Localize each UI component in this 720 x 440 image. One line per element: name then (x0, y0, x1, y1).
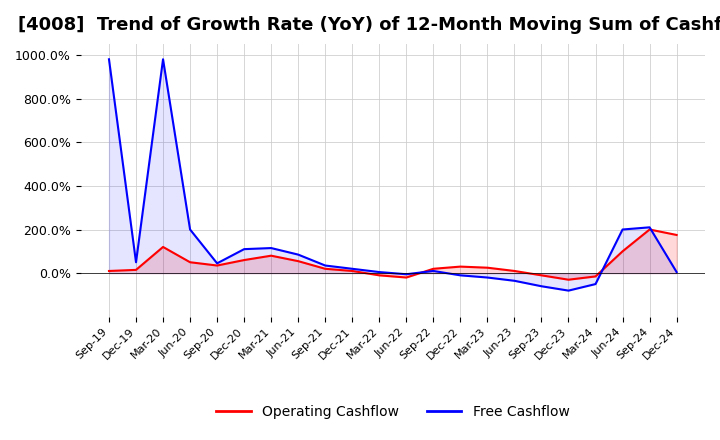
Free Cashflow (186, 227, 194, 232)
Operating Cashflow (645, 227, 654, 232)
Free Cashflow (537, 284, 546, 289)
Operating Cashflow (537, 273, 546, 278)
Operating Cashflow (564, 277, 573, 282)
Operating Cashflow (158, 244, 167, 249)
Free Cashflow (429, 268, 438, 274)
Free Cashflow (591, 282, 600, 287)
Title: [4008]  Trend of Growth Rate (YoY) of 12-Month Moving Sum of Cashflows: [4008] Trend of Growth Rate (YoY) of 12-… (18, 16, 720, 34)
Operating Cashflow (618, 249, 627, 254)
Free Cashflow (158, 57, 167, 62)
Free Cashflow (213, 260, 222, 266)
Operating Cashflow (456, 264, 464, 269)
Operating Cashflow (672, 232, 681, 238)
Free Cashflow (645, 225, 654, 230)
Free Cashflow (132, 260, 140, 265)
Operating Cashflow (267, 253, 276, 258)
Free Cashflow (294, 252, 302, 257)
Legend: Operating Cashflow, Free Cashflow: Operating Cashflow, Free Cashflow (210, 400, 575, 425)
Free Cashflow (456, 273, 464, 278)
Free Cashflow (321, 263, 330, 268)
Operating Cashflow (104, 268, 113, 274)
Free Cashflow (375, 269, 384, 275)
Free Cashflow (510, 278, 518, 283)
Operating Cashflow (321, 266, 330, 271)
Operating Cashflow (510, 268, 518, 274)
Operating Cashflow (294, 259, 302, 264)
Operating Cashflow (483, 265, 492, 270)
Operating Cashflow (591, 274, 600, 279)
Operating Cashflow (429, 266, 438, 271)
Free Cashflow (564, 288, 573, 293)
Line: Operating Cashflow: Operating Cashflow (109, 230, 677, 280)
Free Cashflow (618, 227, 627, 232)
Operating Cashflow (213, 263, 222, 268)
Free Cashflow (672, 269, 681, 275)
Free Cashflow (402, 271, 410, 277)
Operating Cashflow (375, 273, 384, 278)
Operating Cashflow (186, 260, 194, 265)
Free Cashflow (267, 246, 276, 251)
Free Cashflow (348, 266, 356, 271)
Line: Free Cashflow: Free Cashflow (109, 59, 677, 290)
Operating Cashflow (132, 267, 140, 272)
Operating Cashflow (240, 257, 248, 263)
Free Cashflow (240, 246, 248, 252)
Operating Cashflow (348, 268, 356, 274)
Free Cashflow (483, 275, 492, 280)
Free Cashflow (104, 57, 113, 62)
Operating Cashflow (402, 275, 410, 280)
